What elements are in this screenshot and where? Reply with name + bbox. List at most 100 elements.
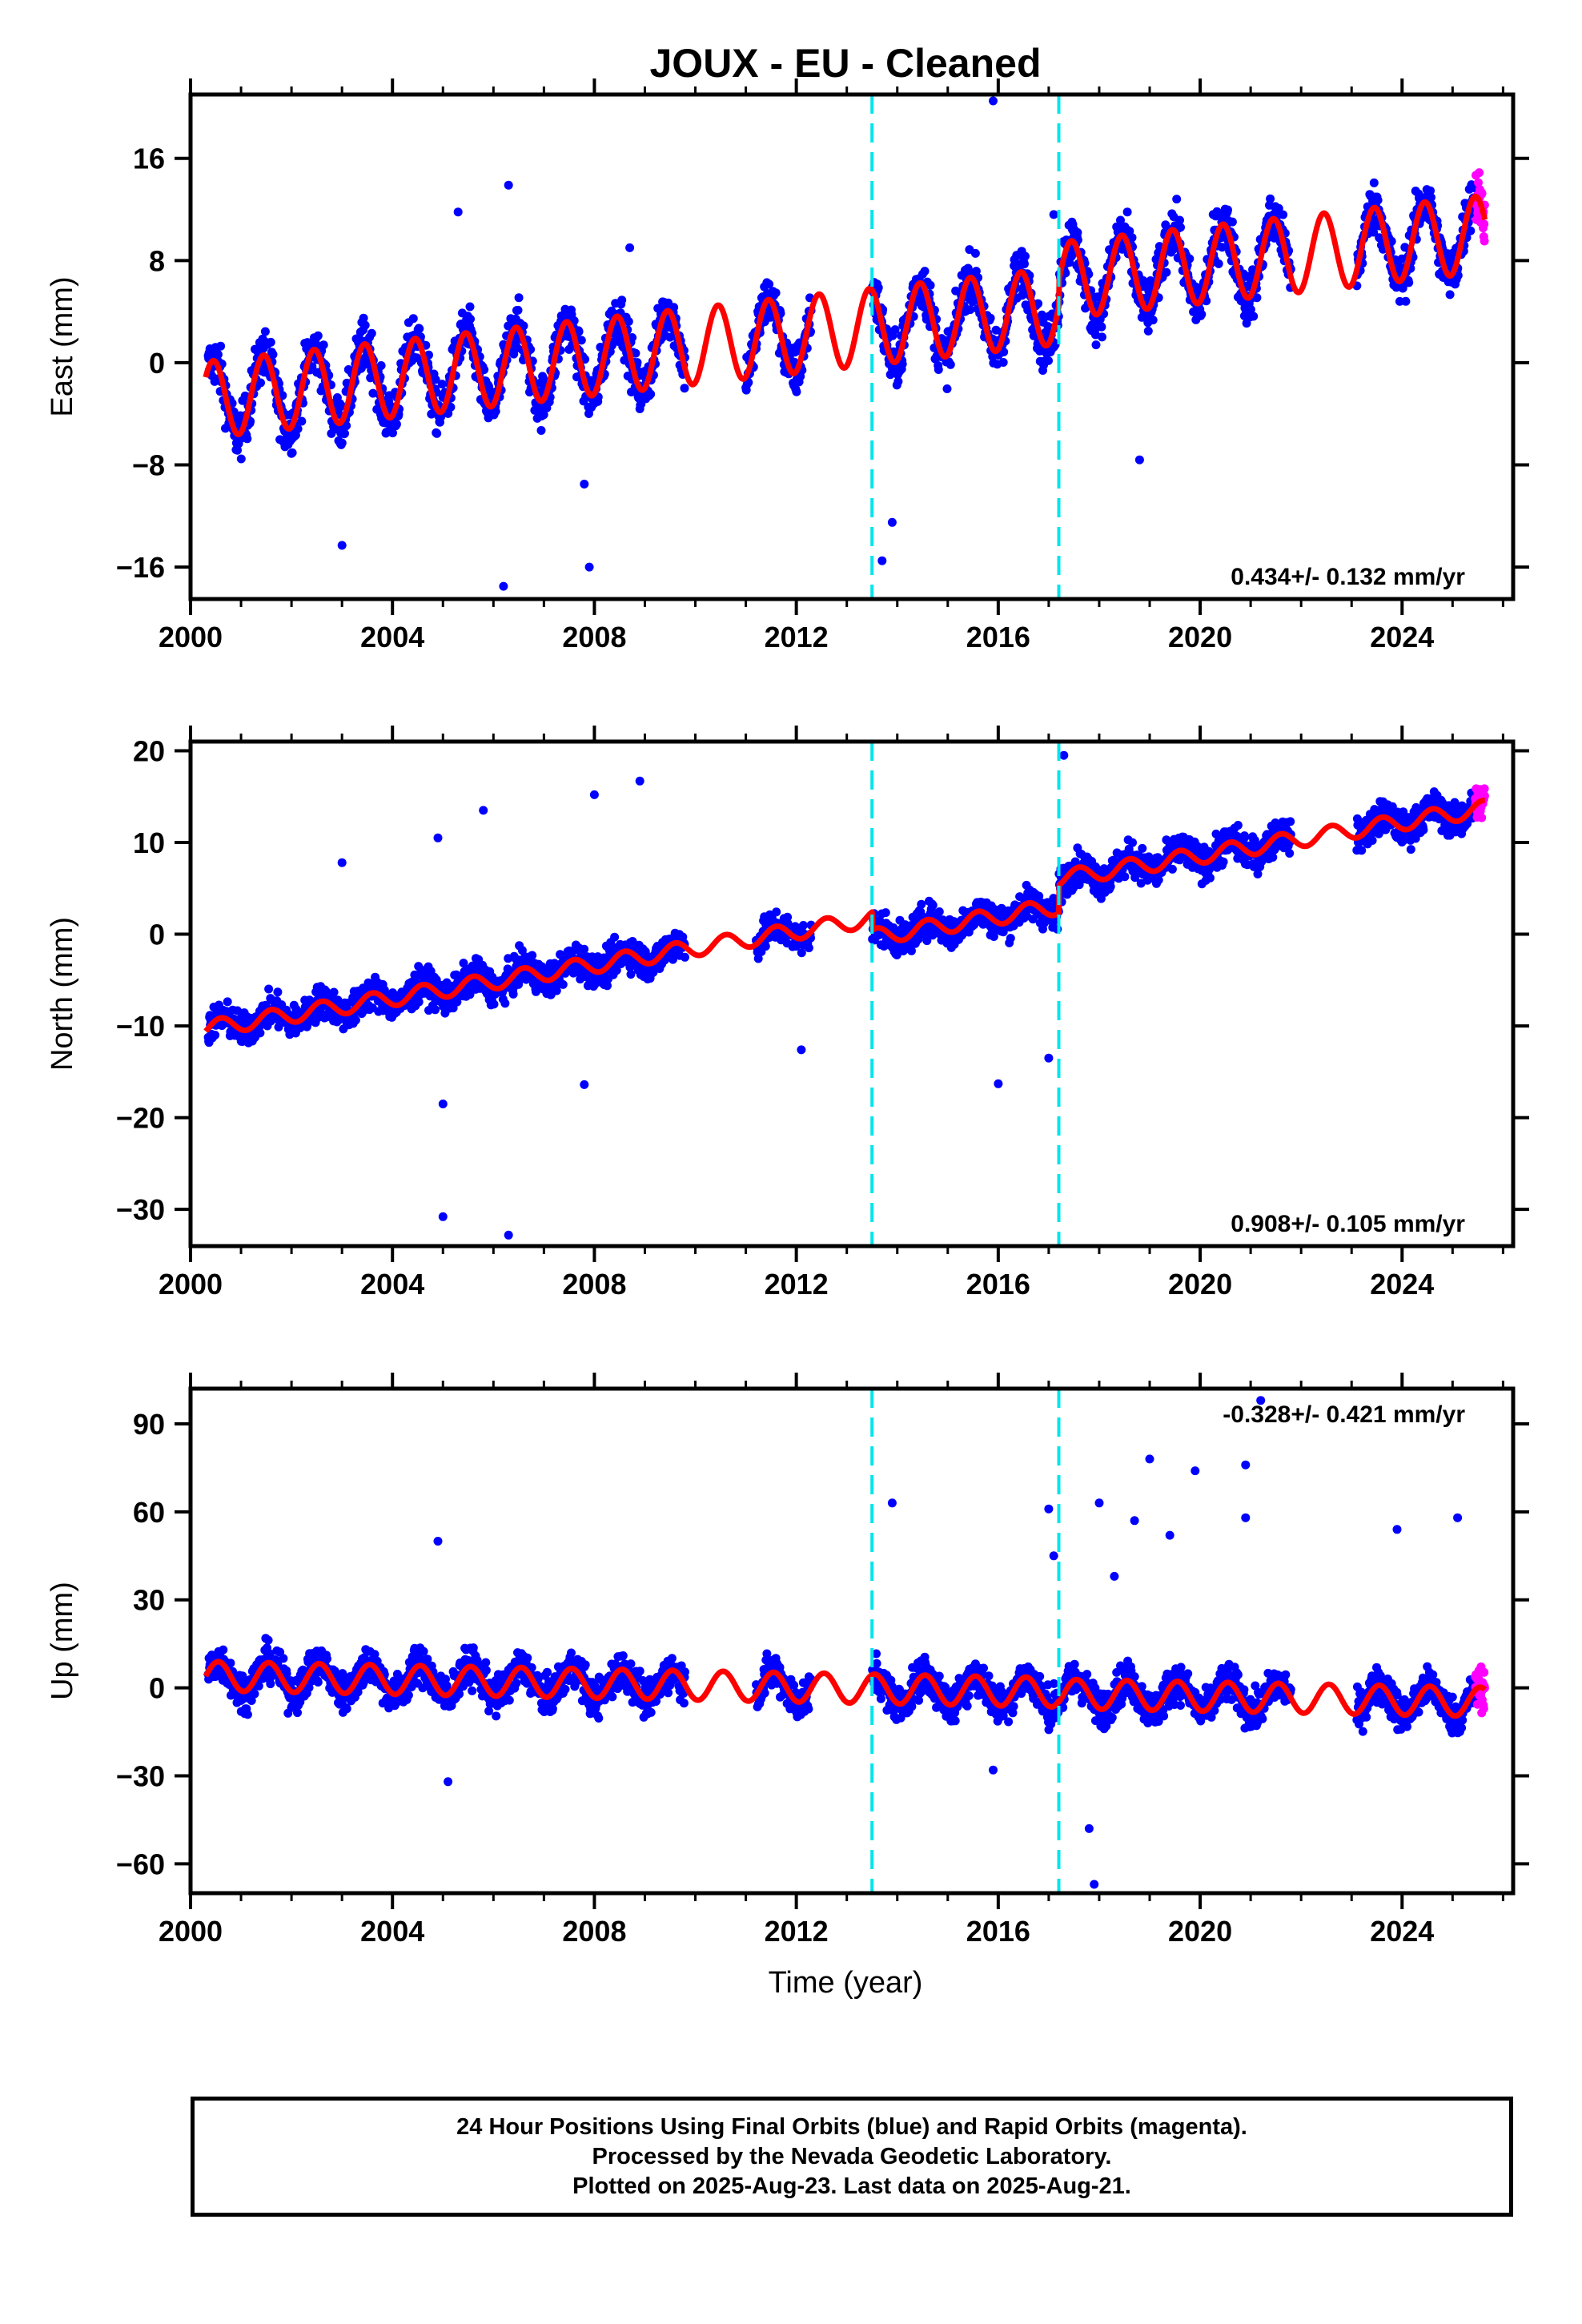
final-orbit-point	[1233, 821, 1243, 830]
final-orbit-point	[376, 361, 386, 370]
panels: 2000 2004 2008 2012 2016 2020 2024−16−80816Eas…	[46, 78, 1529, 1948]
outlier-point	[877, 556, 887, 565]
panel-east: 2000 2004 2008 2012 2016 2020 2024−16−80816Eas…	[46, 78, 1529, 653]
final-orbit-point	[1162, 267, 1171, 277]
final-orbit-point	[646, 389, 656, 399]
outlier-point	[887, 517, 897, 527]
final-orbit-point	[431, 1005, 440, 1015]
final-orbit-point	[1404, 278, 1414, 287]
y-tick-label: −16	[116, 551, 165, 584]
final-orbit-point	[1097, 322, 1106, 332]
final-orbit-point	[576, 336, 586, 345]
final-orbit-point	[1419, 825, 1428, 834]
final-orbit-point	[946, 360, 955, 369]
final-orbit-point	[1223, 205, 1232, 215]
final-orbit-point	[580, 355, 590, 364]
y-tick-label: 16	[133, 143, 165, 175]
final-orbit-point	[1286, 817, 1295, 826]
final-orbit-point	[610, 932, 620, 942]
x-tick-label: 2012	[765, 621, 829, 653]
final-orbit-point	[480, 365, 489, 375]
final-orbit-point	[797, 948, 806, 958]
chart-title: JOUX - EU - Cleaned	[650, 41, 1042, 86]
final-orbit-point	[1227, 217, 1237, 227]
outlier-point	[504, 180, 513, 190]
final-orbit-point	[216, 341, 226, 351]
rapid-orbit-point	[1480, 236, 1489, 246]
final-orbit-point	[1148, 316, 1158, 325]
rapid-orbit-point	[1475, 168, 1484, 178]
final-orbit-point	[1219, 857, 1228, 866]
final-orbit-point	[415, 324, 424, 333]
model-fit-line	[203, 193, 1488, 437]
final-orbit-point	[264, 984, 274, 994]
final-orbit-point	[1373, 195, 1383, 205]
final-orbit-point	[466, 314, 475, 324]
final-orbit-point	[596, 343, 605, 352]
final-orbit-point	[329, 987, 339, 997]
final-orbit-point	[500, 999, 510, 1008]
y-tick-label: −8	[132, 449, 165, 482]
outlier-point	[625, 243, 635, 252]
x-tick-label: 2024	[1370, 621, 1434, 653]
final-orbit-point	[233, 445, 242, 455]
final-orbit-point	[508, 989, 518, 999]
final-orbit-point	[1120, 872, 1130, 882]
final-orbit-point	[1021, 251, 1030, 261]
x-tick-label: 2000	[159, 621, 223, 653]
final-orbit-point	[319, 340, 328, 350]
final-orbit-point	[617, 296, 627, 305]
final-orbit-point	[1167, 864, 1177, 874]
y-tick-label: 0	[149, 347, 165, 380]
final-orbit-point	[1445, 290, 1455, 300]
final-orbit-point	[236, 454, 246, 464]
final-orbit-point	[628, 333, 637, 342]
y-axis-label: East (mm)	[46, 276, 79, 416]
final-orbit-point	[558, 979, 568, 989]
final-orbit-point	[1006, 934, 1015, 943]
final-orbit-point	[942, 384, 952, 393]
final-orbit-point	[514, 293, 524, 303]
final-orbit-point	[256, 378, 265, 388]
final-orbit-point	[893, 376, 903, 386]
final-orbit-point	[1268, 853, 1278, 862]
final-orbit-point	[391, 420, 401, 429]
final-orbit-point	[211, 1031, 220, 1039]
final-orbit-point	[223, 997, 232, 1007]
final-orbit-point	[539, 410, 548, 420]
final-orbit-point	[1197, 310, 1207, 319]
x-tick-label: 2020	[1168, 621, 1232, 653]
final-orbit-point	[680, 384, 689, 393]
final-orbit-point	[489, 999, 499, 1009]
final-orbit-point	[1266, 194, 1275, 203]
final-orbit-point	[446, 402, 456, 412]
final-orbit-point	[266, 337, 275, 347]
final-orbit-point	[360, 320, 370, 330]
final-orbit-point	[771, 288, 781, 298]
final-orbit-point	[934, 365, 943, 374]
final-orbit-point	[1249, 312, 1259, 321]
final-orbit-point	[536, 426, 546, 435]
final-orbit-point	[388, 428, 397, 438]
final-orbit-point	[313, 331, 323, 340]
final-orbit-point	[1285, 849, 1295, 858]
final-orbit-point	[213, 350, 223, 360]
final-orbit-point	[1020, 259, 1029, 269]
final-orbit-point	[881, 908, 890, 918]
final-orbit-point	[1106, 882, 1115, 891]
final-orbit-point	[359, 313, 368, 323]
final-orbit-point	[580, 944, 589, 954]
outlier-point	[584, 562, 594, 572]
x-tick-label: 2004	[360, 621, 424, 653]
plot-area	[203, 742, 1489, 1246]
outlier-point	[989, 96, 998, 106]
final-orbit-point	[513, 305, 523, 315]
final-orbit-point	[255, 1028, 265, 1038]
final-orbit-point	[920, 267, 930, 276]
final-orbit-point	[293, 424, 303, 433]
plot-area	[203, 94, 1489, 599]
panel-north: 2000 2004 2008 2012 2016 2020 2024−30−20−10010…	[46, 726, 1529, 1301]
rapid-orbit-point	[1480, 219, 1489, 229]
final-orbit-point	[491, 407, 500, 416]
